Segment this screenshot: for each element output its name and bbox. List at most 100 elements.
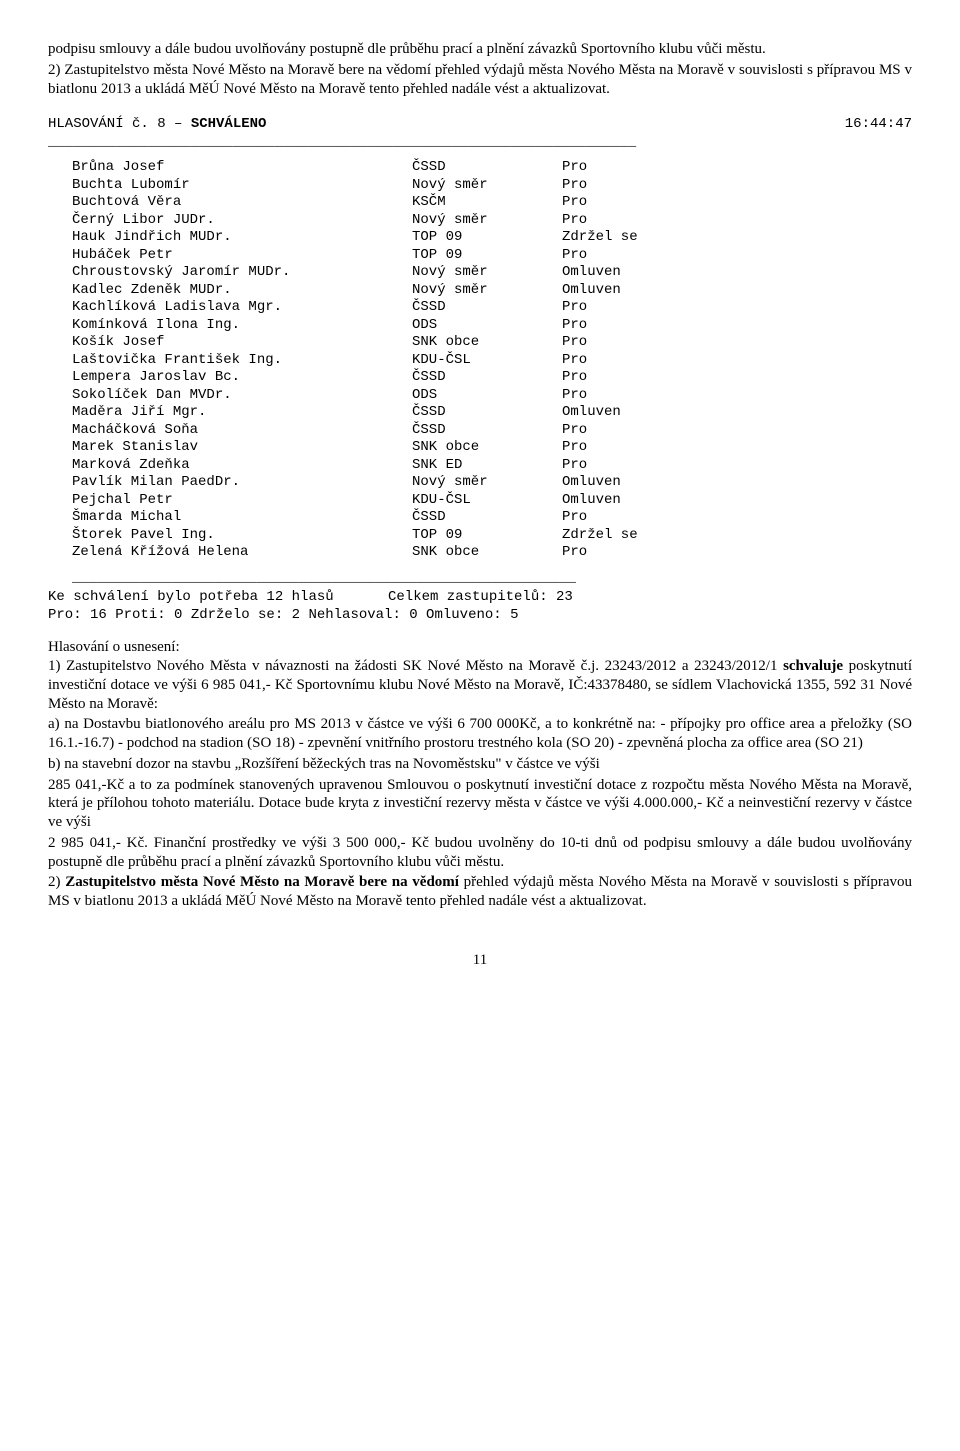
vote-party: ČSSD <box>412 422 562 440</box>
vote-header: HLASOVÁNÍ č. 8 – SCHVÁLENO 16:44:47 <box>48 116 912 134</box>
vote-party: SNK ED <box>412 457 562 475</box>
vote-row: Kachlíková Ladislava Mgr.ČSSDPro <box>72 299 702 317</box>
vote-result: Pro <box>562 509 702 527</box>
vote-row: Hubáček PetrTOP 09Pro <box>72 247 702 265</box>
intro-paragraph-2: 2) Zastupitelstvo města Nové Město na Mo… <box>48 61 912 99</box>
resolution-b2: 285 041,-Kč a to za podmínek stanovených… <box>48 776 912 832</box>
vote-row: Macháčková SoňaČSSDPro <box>72 422 702 440</box>
hr-bottom: ________________________________________… <box>72 570 912 588</box>
vote-party: ČSSD <box>412 159 562 177</box>
vote-result: Pro <box>562 212 702 230</box>
vote-name: Buchtová Věra <box>72 194 412 212</box>
vote-party: KDU-ČSL <box>412 352 562 370</box>
vote-table: Brůna JosefČSSDProBuchta LubomírNový smě… <box>72 159 702 562</box>
vote-row: Lempera Jaroslav Bc.ČSSDPro <box>72 369 702 387</box>
vote-result: Pro <box>562 334 702 352</box>
vote-result: Omluven <box>562 492 702 510</box>
vote-row: Komínková Ilona Ing.ODSPro <box>72 317 702 335</box>
vote-result: Pro <box>562 247 702 265</box>
resolution-b3: 2 985 041,- Kč. Finanční prostředky ve v… <box>48 834 912 872</box>
vote-result: Pro <box>562 387 702 405</box>
vote-name: Pejchal Petr <box>72 492 412 510</box>
vote-party: SNK obce <box>412 439 562 457</box>
vote-result: Omluven <box>562 474 702 492</box>
resolution-p1-bold: schvaluje <box>783 658 843 674</box>
vote-header-prefix: HLASOVÁNÍ č. 8 – <box>48 116 191 132</box>
vote-result: Pro <box>562 299 702 317</box>
vote-row: Hauk Jindřich MUDr.TOP 09Zdržel se <box>72 229 702 247</box>
vote-name: Hauk Jindřich MUDr. <box>72 229 412 247</box>
vote-row: Laštovička František Ing.KDU-ČSLPro <box>72 352 702 370</box>
resolution-p2-prefix: 2) <box>48 874 65 890</box>
vote-result: Pro <box>562 177 702 195</box>
vote-name: Buchta Lubomír <box>72 177 412 195</box>
summary-total: Celkem zastupitelů: 23 <box>388 589 573 607</box>
vote-result: Pro <box>562 544 702 562</box>
vote-party: SNK obce <box>412 544 562 562</box>
summary-needed: Ke schválení bylo potřeba 12 hlasů <box>48 589 388 607</box>
vote-party: ČSSD <box>412 369 562 387</box>
page-number: 11 <box>48 951 912 970</box>
vote-party: KSČM <box>412 194 562 212</box>
vote-party: ČSSD <box>412 299 562 317</box>
vote-name: Sokolíček Dan MVDr. <box>72 387 412 405</box>
vote-row: Šmarda MichalČSSDPro <box>72 509 702 527</box>
vote-party: Nový směr <box>412 474 562 492</box>
vote-result: Pro <box>562 422 702 440</box>
vote-result: Zdržel se <box>562 527 702 545</box>
resolution-p2: 2) Zastupitelstvo města Nové Město na Mo… <box>48 873 912 911</box>
vote-name: Košík Josef <box>72 334 412 352</box>
vote-row: Košík JosefSNK obcePro <box>72 334 702 352</box>
vote-row: Pejchal PetrKDU-ČSLOmluven <box>72 492 702 510</box>
vote-party: Nový směr <box>412 264 562 282</box>
vote-name: Laštovička František Ing. <box>72 352 412 370</box>
resolution-p1: 1) Zastupitelstvo Nového Města v návazno… <box>48 657 912 713</box>
vote-row: Štorek Pavel Ing.TOP 09Zdržel se <box>72 527 702 545</box>
vote-party: KDU-ČSL <box>412 492 562 510</box>
vote-name: Komínková Ilona Ing. <box>72 317 412 335</box>
vote-party: TOP 09 <box>412 229 562 247</box>
vote-name: Šmarda Michal <box>72 509 412 527</box>
vote-result: Pro <box>562 457 702 475</box>
vote-row: Zelená Křížová HelenaSNK obcePro <box>72 544 702 562</box>
vote-row: Brůna JosefČSSDPro <box>72 159 702 177</box>
vote-result: Zdržel se <box>562 229 702 247</box>
vote-result: Pro <box>562 159 702 177</box>
vote-party: ODS <box>412 317 562 335</box>
vote-party: TOP 09 <box>412 247 562 265</box>
vote-header-left: HLASOVÁNÍ č. 8 – SCHVÁLENO <box>48 116 266 134</box>
vote-summary: Ke schválení bylo potřeba 12 hlasů Celke… <box>48 589 912 624</box>
vote-party: Nový směr <box>412 282 562 300</box>
vote-row: Chroustovský Jaromír MUDr.Nový směrOmluv… <box>72 264 702 282</box>
vote-result: Pro <box>562 352 702 370</box>
vote-name: Marek Stanislav <box>72 439 412 457</box>
vote-row: Buchta LubomírNový směrPro <box>72 177 702 195</box>
vote-result: Pro <box>562 317 702 335</box>
vote-name: Kadlec Zdeněk MUDr. <box>72 282 412 300</box>
hr-top: ________________________________________… <box>48 134 912 152</box>
vote-name: Černý Libor JUDr. <box>72 212 412 230</box>
resolution-heading: Hlasování o usnesení: <box>48 638 912 657</box>
vote-party: SNK obce <box>412 334 562 352</box>
resolution-p1-prefix: 1) Zastupitelstvo Nového Města v návazno… <box>48 658 783 674</box>
vote-result: Omluven <box>562 404 702 422</box>
vote-party: Nový směr <box>412 177 562 195</box>
vote-name: Pavlík Milan PaedDr. <box>72 474 412 492</box>
vote-result: Pro <box>562 194 702 212</box>
vote-name: Štorek Pavel Ing. <box>72 527 412 545</box>
resolution-a: a) na Dostavbu biatlonového areálu pro M… <box>48 715 912 753</box>
vote-name: Marková Zdeňka <box>72 457 412 475</box>
vote-name: Zelená Křížová Helena <box>72 544 412 562</box>
vote-row: Maděra Jiří Mgr.ČSSDOmluven <box>72 404 702 422</box>
vote-header-time: 16:44:47 <box>845 116 912 134</box>
vote-name: Macháčková Soňa <box>72 422 412 440</box>
summary-counts: Pro: 16 Proti: 0 Zdrželo se: 2 Nehlasova… <box>48 607 912 625</box>
vote-result: Pro <box>562 439 702 457</box>
vote-party: ČSSD <box>412 404 562 422</box>
vote-row: Kadlec Zdeněk MUDr.Nový směrOmluven <box>72 282 702 300</box>
vote-name: Kachlíková Ladislava Mgr. <box>72 299 412 317</box>
vote-name: Chroustovský Jaromír MUDr. <box>72 264 412 282</box>
resolution-b: b) na stavební dozor na stavbu „Rozšířen… <box>48 755 912 774</box>
vote-name: Brůna Josef <box>72 159 412 177</box>
vote-party: ODS <box>412 387 562 405</box>
